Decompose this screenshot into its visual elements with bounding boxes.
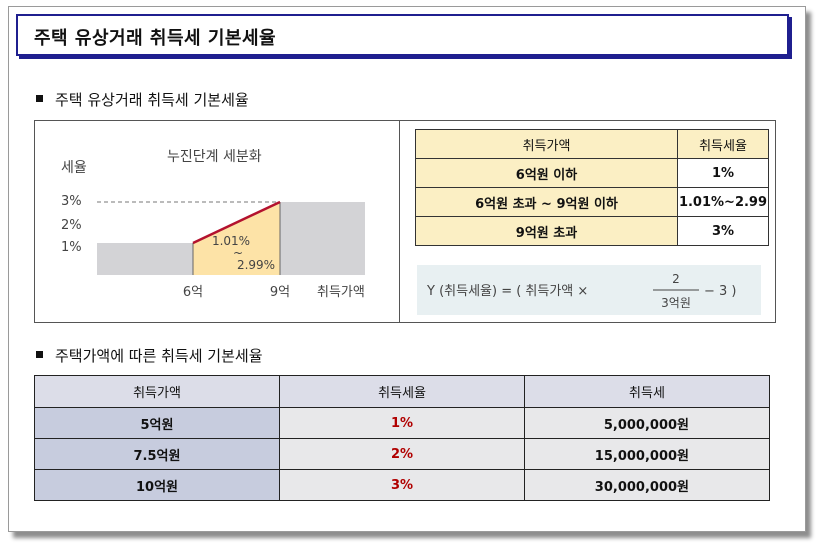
section-heading-text: 주택가액에 따른 취득세 기본세율 <box>55 347 263 365</box>
section-heading-price-based-rate: 주택가액에 따른 취득세 기본세율 <box>36 345 263 366</box>
tax-table-price-cell: 5억원 <box>34 407 280 439</box>
tax-table-price-cell: 7.5억원 <box>34 438 280 470</box>
tax-table-amount-cell: 15,000,000원 <box>524 438 770 470</box>
rate-table-price-cell: 9억원 초과 <box>415 216 678 246</box>
rate-table: 취득가액 취득세율 6억원 이하 1% 6억원 초과 ~ 9억원 이하 1.01… <box>415 129 769 246</box>
x-tick-9eok: 9억 <box>270 285 290 300</box>
rate-table-rate-cell: 1.01%~2.99 <box>677 187 769 217</box>
formula-numerator: 2 <box>672 272 680 286</box>
table-row: 6억원 이하 1% <box>415 158 769 188</box>
formula-denominator: 3억원 <box>661 296 691 310</box>
rate-table-header-rate: 취득세율 <box>677 129 769 159</box>
y-axis-label: 세율 <box>61 160 87 176</box>
tax-table-rate-cell: 3% <box>279 469 525 501</box>
range-label-mid: ~ <box>233 246 243 260</box>
tax-table: 취득가액 취득세율 취득세 5억원 1% 5,000,000원 7.5억원 2%… <box>34 375 770 501</box>
section-heading-text: 주택 유상거래 취득세 기본세율 <box>55 91 249 109</box>
graph-caption: 누진단계 세분화 <box>167 149 262 165</box>
section-heading-basic-rate: 주택 유상거래 취득세 기본세율 <box>36 89 249 110</box>
tax-table-header-rate: 취득세율 <box>279 375 525 408</box>
progressive-range-highlight <box>193 202 280 275</box>
table-row: 6억원 초과 ~ 9억원 이하 1.01%~2.99 <box>415 187 769 217</box>
square-bullet-icon <box>36 95 43 102</box>
y-tick-1: 1% <box>61 240 82 255</box>
tax-table-rate-cell: 2% <box>279 438 525 470</box>
page-title: 주택 유상거래 취득세 기본세율 <box>34 28 277 49</box>
formula-svg: Y (취득세율) = ( 취득가액 × 2 3억원 − 3 ) <box>426 272 737 310</box>
tax-table-header-price: 취득가액 <box>34 375 280 408</box>
x-axis-label: 취득가액 <box>317 285 365 300</box>
tax-table-amount-cell: 30,000,000원 <box>524 469 770 501</box>
table-row: 10억원 3% 30,000,000원 <box>34 469 770 501</box>
tax-table-header-row: 취득가액 취득세율 취득세 <box>34 375 770 408</box>
tax-table-header-tax: 취득세 <box>524 375 770 408</box>
formula-prefix: Y (취득세율) = ( 취득가액 × <box>426 284 588 299</box>
tax-table-amount-cell: 5,000,000원 <box>524 407 770 439</box>
y-tick-2: 2% <box>61 218 82 233</box>
table-row: 5억원 1% 5,000,000원 <box>34 407 770 439</box>
rate-table-price-cell: 6억원 초과 ~ 9억원 이하 <box>415 187 678 217</box>
formula-suffix: − 3 ) <box>704 284 737 299</box>
progressive-rate-graph: 누진단계 세분화 세율 3% 2% 1% 1.01% ~ 2.99% 6억 9억… <box>35 121 400 322</box>
rate-formula-box: Y (취득세율) = ( 취득가액 × 2 3억원 − 3 ) <box>417 265 761 315</box>
tax-table-price-cell: 10억원 <box>34 469 280 501</box>
rate-panel: 누진단계 세분화 세율 3% 2% 1% 1.01% ~ 2.99% 6억 9억… <box>34 120 776 323</box>
rate-table-price-cell: 6억원 이하 <box>415 158 678 188</box>
progressive-rate-line <box>192 200 281 245</box>
graph-svg: 누진단계 세분화 세율 3% 2% 1% 1.01% ~ 2.99% 6억 9억… <box>61 149 365 300</box>
title-box: 주택 유상거래 취득세 기본세율 <box>16 14 789 56</box>
rate-table-header-price: 취득가액 <box>415 129 678 159</box>
table-row: 9억원 초과 3% <box>415 216 769 246</box>
square-bullet-icon <box>36 351 43 358</box>
range-label-bottom: 2.99% <box>237 258 275 272</box>
x-tick-6eok: 6억 <box>183 285 203 300</box>
rate-table-header-row: 취득가액 취득세율 <box>415 129 769 159</box>
rate-table-rate-cell: 3% <box>677 216 769 246</box>
table-row: 7.5억원 2% 15,000,000원 <box>34 438 770 470</box>
rate-table-rate-cell: 1% <box>677 158 769 188</box>
tax-table-rate-cell: 1% <box>279 407 525 439</box>
range-label-top: 1.01% <box>212 234 250 248</box>
y-tick-3: 3% <box>61 194 82 209</box>
